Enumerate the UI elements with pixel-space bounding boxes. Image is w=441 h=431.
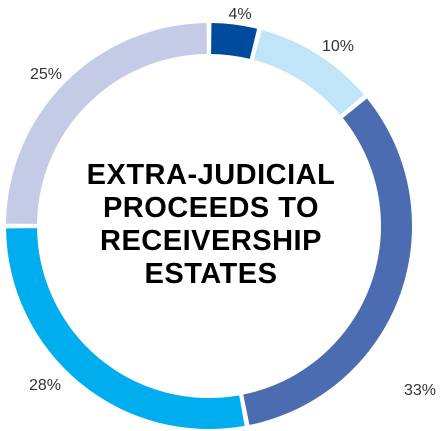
chart-title: RECEIVERSHIP [100,225,322,257]
value-label: 25% [30,66,62,83]
value-label: 4% [228,6,251,23]
chart-title: PROCEEDS TO [103,192,319,224]
donut-segment [6,228,245,429]
donut-segment [253,29,364,115]
donut-segment [243,98,412,425]
donut-segment [6,23,207,224]
chart-title: ESTATES [145,258,278,290]
value-label: 10% [322,38,354,55]
chart-title: EXTRA-JUDICIAL [87,159,336,191]
donut-segment [211,23,258,59]
value-label: 33% [404,382,436,399]
value-label: 28% [29,377,61,394]
